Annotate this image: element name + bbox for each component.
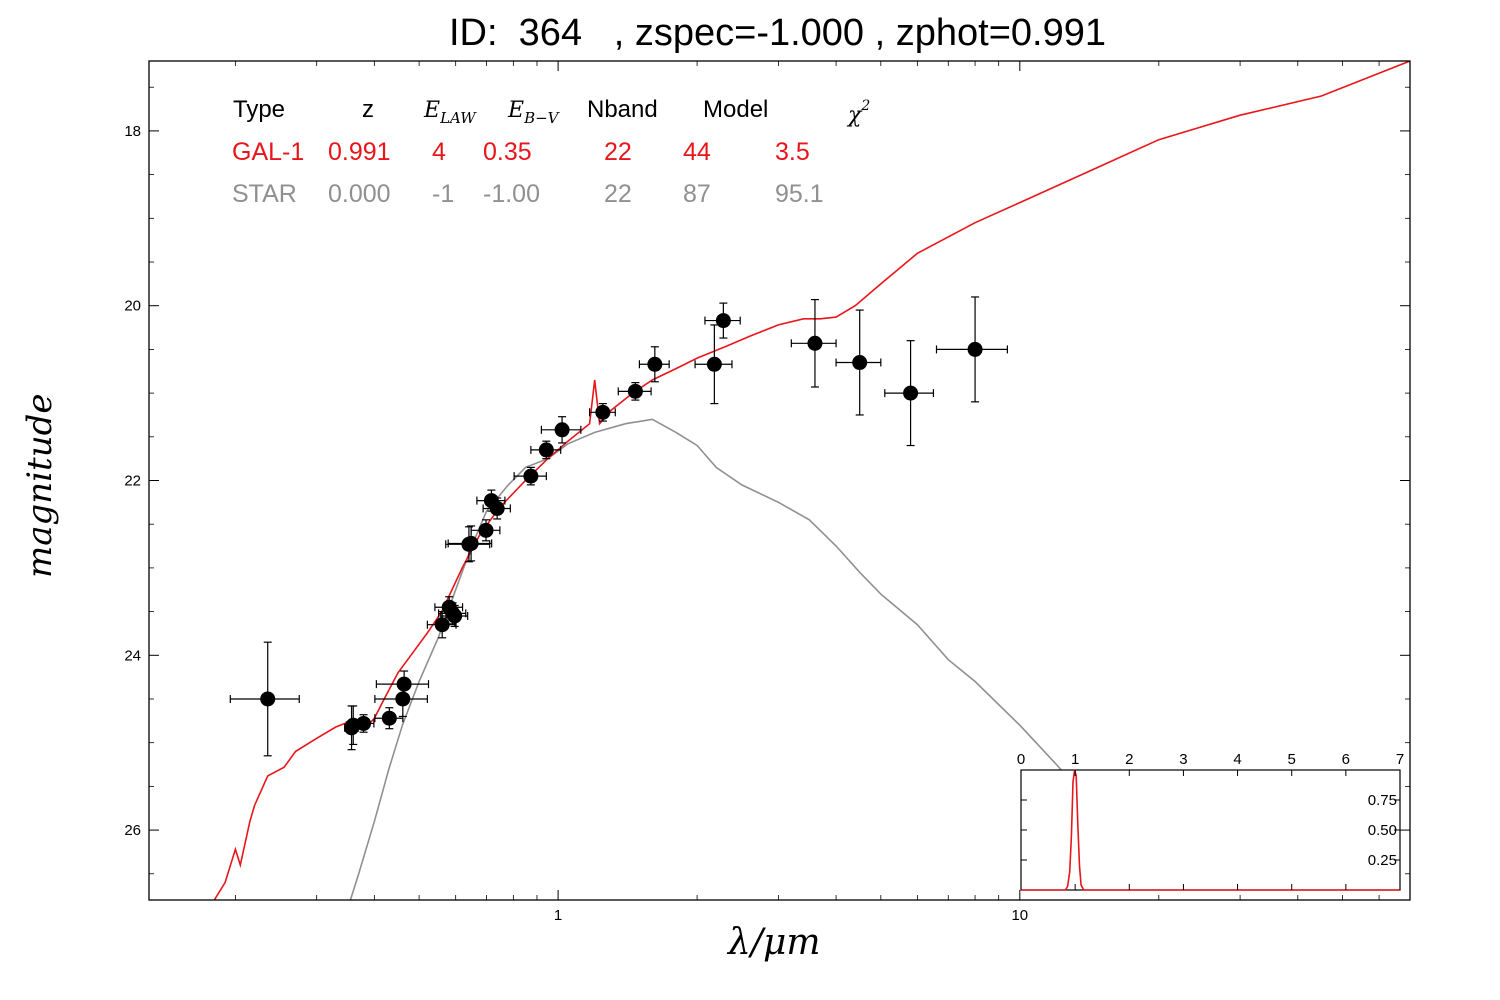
- table-header-model: Model: [703, 96, 768, 123]
- inset-y-tick-label: 0.75: [1368, 792, 1397, 809]
- data-marker: [538, 442, 554, 458]
- inset-frame: [1020, 769, 1401, 891]
- data-marker: [381, 710, 397, 726]
- data-point: [694, 324, 733, 405]
- data-marker: [447, 608, 463, 624]
- data-point: [470, 519, 501, 542]
- data-marker: [260, 691, 276, 707]
- data-point: [540, 416, 582, 444]
- data-marker: [396, 676, 412, 692]
- data-marker: [903, 385, 919, 401]
- inset-y-tick-label: 0.25: [1368, 852, 1397, 869]
- inset-x-tick-label: 7: [1396, 751, 1404, 768]
- table-header-chi2: χ2: [846, 98, 870, 128]
- y-tick-label: 22: [124, 473, 141, 490]
- table-cell-star: 0.000: [328, 180, 391, 208]
- data-point: [375, 670, 430, 698]
- galaxy-template-line: [213, 61, 1410, 900]
- table-cell-gal: 4: [432, 138, 446, 166]
- y-tick-label: 18: [124, 123, 141, 140]
- inset-y-tick-label: 0.50: [1368, 822, 1397, 839]
- data-point: [513, 466, 547, 486]
- data-point: [704, 302, 741, 339]
- x-tick-label: 10: [1011, 907, 1028, 924]
- data-point: [374, 707, 404, 730]
- table-cell-star: -1.00: [483, 180, 540, 208]
- data-point: [482, 497, 511, 520]
- table-header-ebv: EB−V: [507, 98, 561, 127]
- data-marker: [647, 356, 663, 372]
- table-cell-gal: GAL-1: [232, 138, 304, 166]
- data-marker: [595, 404, 611, 420]
- data-point: [790, 298, 837, 388]
- table-header-chi2-sup: 2: [860, 98, 870, 114]
- table-cell-star: 22: [604, 180, 632, 208]
- data-marker: [852, 355, 868, 371]
- inset-x-tick-label: 5: [1288, 751, 1296, 768]
- data-point: [884, 340, 935, 447]
- y-tick-label: 20: [124, 298, 141, 315]
- inset-x-tick-label: 0: [1017, 751, 1025, 768]
- data-marker: [715, 313, 731, 329]
- table-cell-gal: 22: [604, 138, 632, 166]
- data-marker: [395, 691, 411, 707]
- data-point: [352, 714, 375, 733]
- data-point: [588, 402, 616, 422]
- data-point: [229, 641, 300, 757]
- data-marker: [706, 356, 722, 372]
- table-header-elaw-sub: LAW: [439, 109, 477, 127]
- inset-x-tick-label: 1: [1071, 751, 1079, 768]
- data-point: [935, 296, 1009, 403]
- data-marker: [478, 522, 494, 538]
- table-cell-gal: 44: [683, 138, 711, 166]
- table-header-z: z: [362, 96, 374, 123]
- data-marker: [554, 422, 570, 438]
- table-header-type: Type: [233, 96, 285, 123]
- data-marker: [523, 468, 539, 484]
- table-cell-gal: 0.35: [483, 138, 532, 166]
- inset-x-tick-label: 6: [1342, 751, 1350, 768]
- table-cell-gal: 0.991: [328, 138, 391, 166]
- data-point: [530, 440, 562, 460]
- star-template-line: [349, 418, 1088, 900]
- table-cell-gal: 3.5: [775, 138, 810, 166]
- table-cell-star: 95.1: [775, 180, 824, 208]
- table-header-nband: Nband: [587, 96, 658, 123]
- data-marker: [489, 500, 505, 516]
- y-tick-label: 26: [124, 822, 141, 839]
- x-tick-label: 1: [554, 907, 562, 924]
- y-tick-label: 24: [124, 647, 141, 664]
- table-cell-star: -1: [432, 180, 454, 208]
- x-axis-label: λ/μm: [728, 922, 821, 963]
- inset-x-tick-label: 2: [1125, 751, 1133, 768]
- data-point: [440, 604, 469, 628]
- data-point: [617, 382, 652, 401]
- data-point: [835, 309, 882, 416]
- data-marker: [463, 535, 479, 551]
- data-point: [638, 346, 670, 383]
- table-cell-star: STAR: [232, 180, 297, 208]
- table-cell-star: 87: [683, 180, 711, 208]
- inset-x-tick-label: 4: [1233, 751, 1241, 768]
- data-marker: [627, 383, 643, 399]
- data-marker: [434, 617, 450, 633]
- data-marker: [807, 335, 823, 351]
- inset-x-tick-label: 3: [1179, 751, 1187, 768]
- data-marker: [967, 341, 983, 357]
- data-marker: [356, 715, 372, 731]
- chart-title: ID: 364 , zspec=-1.000 , zphot=0.991: [449, 12, 1106, 54]
- table-header-elaw: ELAW: [423, 98, 477, 127]
- table-header-ebv-sub: B−V: [523, 109, 561, 127]
